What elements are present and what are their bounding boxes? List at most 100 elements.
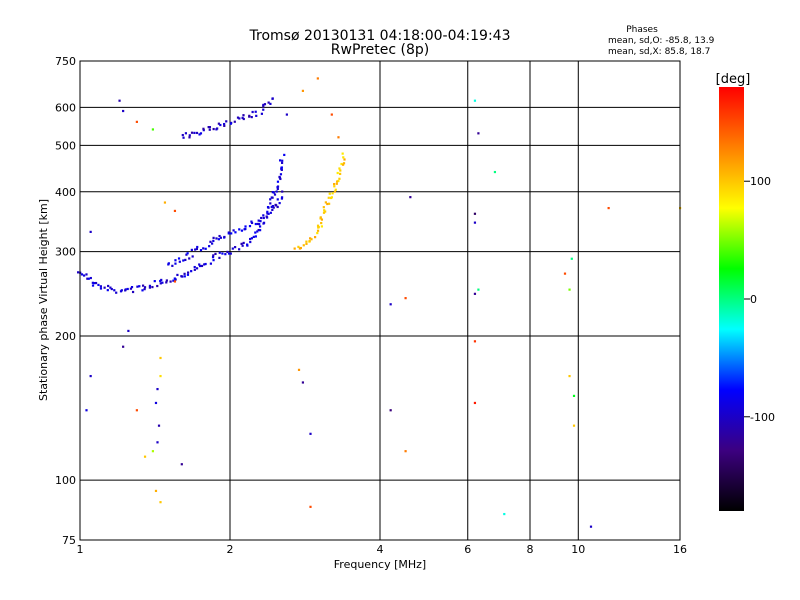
trace-point: [195, 267, 199, 270]
trace-point: [266, 210, 269, 213]
colorbar-tick-label: 0: [750, 293, 757, 306]
y-tick-label: 600: [55, 101, 76, 114]
trace-point: [124, 289, 127, 292]
trace-point: [151, 285, 154, 289]
scatter-point: [607, 206, 610, 210]
trace-point: [204, 247, 207, 250]
trace-point: [316, 231, 319, 235]
trace-point: [258, 223, 261, 226]
trace-point: [223, 122, 226, 126]
trace-point: [193, 268, 196, 271]
trace-point: [211, 256, 215, 259]
trace-point: [91, 284, 95, 287]
trace-point: [219, 236, 222, 239]
trace-point: [331, 192, 334, 195]
scatter-point: [159, 501, 162, 504]
trace-point: [309, 237, 312, 240]
trace-point: [242, 114, 245, 117]
trace-point: [199, 249, 203, 252]
trace-point: [185, 253, 188, 256]
trace-point: [203, 263, 206, 266]
scatter-point: [568, 374, 571, 378]
scatter-point: [173, 280, 177, 283]
trace-point: [328, 192, 331, 195]
trace-point: [262, 108, 265, 111]
trace-point: [177, 257, 181, 260]
trace-point: [216, 127, 219, 130]
trace-point: [77, 271, 80, 274]
colorbar-tick-label: -100: [750, 411, 775, 424]
scatter-point: [122, 345, 125, 348]
trace-point: [234, 231, 237, 234]
scatter-point: [493, 170, 497, 174]
trace-point: [193, 265, 196, 269]
scatter-point: [159, 356, 162, 360]
scatter-point: [316, 77, 319, 80]
trace-point: [320, 221, 323, 225]
trace-point: [328, 202, 331, 205]
plot-area-frame: [79, 60, 681, 541]
trace-point: [339, 172, 342, 176]
scatter-point: [127, 329, 130, 333]
trace-point: [240, 242, 243, 245]
trace-point: [218, 251, 221, 254]
scatter-point: [157, 424, 161, 427]
trace-point: [200, 264, 204, 268]
scatter-point: [473, 340, 477, 343]
trace-point: [339, 169, 342, 172]
trace-point: [115, 291, 118, 294]
scatter-point: [572, 394, 576, 398]
trace-point: [271, 204, 275, 208]
trace-point: [178, 260, 181, 263]
scatter-point: [389, 409, 392, 412]
trace-point: [87, 277, 90, 280]
trace-point: [271, 97, 274, 100]
trace-point: [130, 285, 134, 289]
trace-point: [276, 198, 279, 201]
trace-point: [221, 252, 224, 255]
scatter-point: [563, 272, 567, 275]
scatter-point: [85, 409, 88, 412]
y-tick-label: 400: [55, 186, 76, 199]
trace-point: [252, 235, 255, 239]
trace-point: [224, 253, 227, 256]
trace-point: [281, 190, 284, 193]
trace-point: [262, 216, 265, 220]
scatter-point: [173, 209, 177, 213]
x-tick-label: 2: [227, 543, 234, 556]
trace-point: [198, 264, 202, 268]
trace-point: [244, 227, 247, 231]
scatter-point: [301, 89, 305, 92]
scatter-point: [151, 128, 155, 131]
trace-point: [254, 222, 257, 226]
trace-point: [241, 116, 244, 119]
trace-point: [165, 281, 168, 284]
trace-point: [257, 219, 260, 222]
trace-point: [276, 185, 280, 188]
trace-point: [207, 126, 210, 129]
trace-point: [238, 117, 241, 120]
trace-point: [238, 248, 241, 251]
trace-point: [99, 285, 102, 288]
scatter-point: [156, 441, 159, 444]
trace-point: [186, 273, 190, 276]
trace-point: [244, 225, 247, 228]
trace-point: [195, 131, 199, 135]
scatter-point: [477, 288, 480, 291]
trace-point: [330, 196, 333, 199]
colorbar-tick-label: 100: [750, 175, 771, 188]
trace-point: [320, 218, 324, 221]
trace-point: [165, 279, 168, 282]
y-tick-label: 100: [55, 474, 76, 487]
trace-point: [269, 202, 272, 205]
trace-point: [269, 198, 272, 201]
scatter-point: [309, 432, 312, 435]
scatter-point: [473, 212, 477, 215]
trace-point: [271, 196, 274, 199]
trace-point: [231, 247, 234, 250]
trace-point: [250, 220, 253, 223]
trace-point: [316, 229, 320, 232]
trace-point: [182, 259, 185, 262]
trace-point: [141, 289, 144, 292]
trace-point: [256, 230, 259, 233]
